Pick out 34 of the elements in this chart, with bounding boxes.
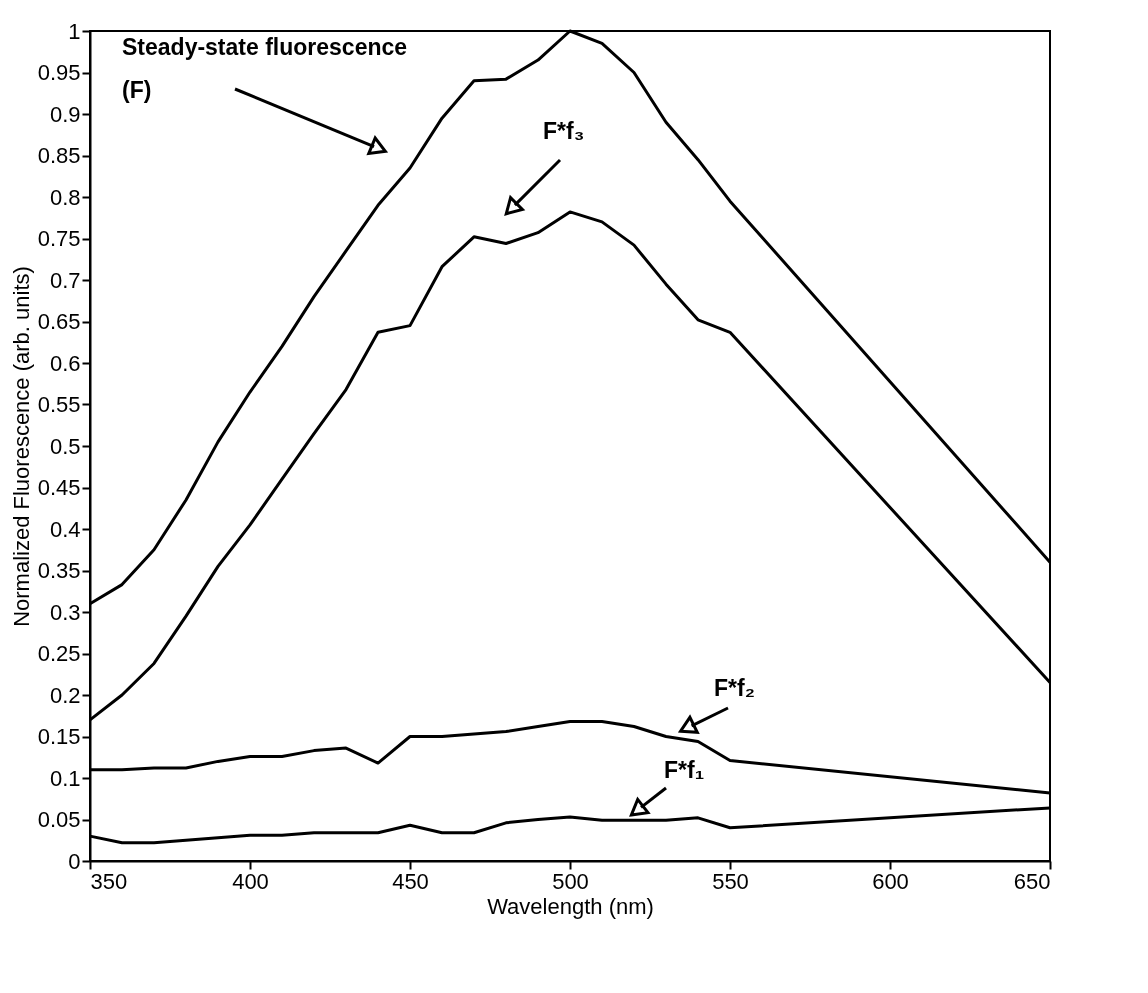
- y-tick-label: 0.5: [49, 433, 81, 459]
- y-tick-label: 0.75: [37, 226, 81, 251]
- x-tick-label: 350: [90, 868, 128, 894]
- y-tick-label: 0.95: [37, 60, 81, 85]
- y-tick-label: 0.85: [37, 143, 81, 168]
- y-tick-label: 0.3: [49, 599, 81, 625]
- y-tick-label: 0.4: [49, 516, 81, 542]
- annotation: F*f₁: [664, 757, 705, 783]
- y-tick-label: 0.25: [37, 641, 81, 666]
- y-tick-label: 0.55: [37, 392, 81, 417]
- x-axis-title: Wavelength (nm): [487, 893, 654, 919]
- y-tick-label: 0: [68, 848, 81, 874]
- y-tick-label: 0.05: [37, 807, 81, 832]
- y-tick-label: 1: [68, 18, 81, 44]
- y-tick-label: 0.7: [49, 267, 81, 293]
- x-tick-label: 400: [232, 868, 269, 894]
- y-tick-label: 0.9: [49, 101, 81, 127]
- x-tick-label: 500: [552, 868, 589, 894]
- x-tick-label: 550: [712, 868, 749, 894]
- y-axis-title: Normalized Fluorescence (arb. units): [8, 266, 34, 627]
- annotation: F*f₂: [714, 675, 755, 701]
- annotation: F*f₃: [543, 118, 585, 144]
- y-tick-label: 0.65: [37, 309, 81, 334]
- y-tick-label: 0.8: [49, 184, 81, 210]
- y-tick-label: 0.45: [37, 475, 81, 500]
- annotation: Steady-state fluorescence (F): [122, 34, 408, 103]
- y-tick-label: 0.1: [49, 765, 81, 791]
- y-tick-label: 0.15: [37, 724, 81, 749]
- x-tick-label: 450: [392, 868, 429, 894]
- y-tick-label: 0.35: [37, 558, 81, 583]
- x-tick-label: 600: [872, 868, 909, 894]
- y-tick-label: 0.2: [49, 682, 81, 708]
- x-tick-label: 650: [1013, 868, 1051, 894]
- y-tick-label: 0.6: [49, 350, 81, 376]
